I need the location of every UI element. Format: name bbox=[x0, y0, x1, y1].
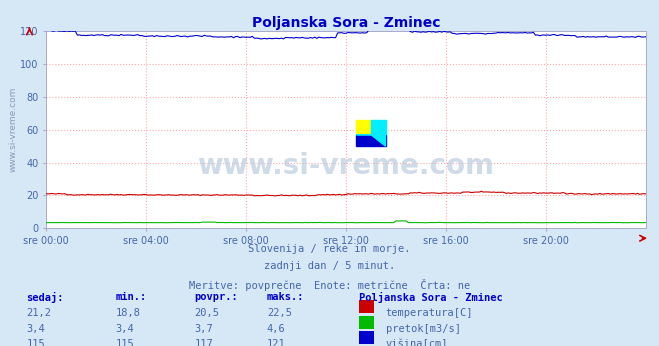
Text: min.:: min.: bbox=[115, 292, 146, 302]
Text: zadnji dan / 5 minut.: zadnji dan / 5 minut. bbox=[264, 261, 395, 271]
Text: višina[cm]: višina[cm] bbox=[386, 339, 448, 346]
Text: 22,5: 22,5 bbox=[267, 308, 292, 318]
Text: www.si-vreme.com: www.si-vreme.com bbox=[198, 152, 494, 180]
Text: 117: 117 bbox=[194, 339, 213, 346]
Text: Slovenija / reke in morje.: Slovenija / reke in morje. bbox=[248, 244, 411, 254]
Text: Poljanska Sora - Zminec: Poljanska Sora - Zminec bbox=[359, 292, 503, 303]
Text: povpr.:: povpr.: bbox=[194, 292, 238, 302]
Text: temperatura[C]: temperatura[C] bbox=[386, 308, 473, 318]
Title: Poljanska Sora - Zminec: Poljanska Sora - Zminec bbox=[252, 16, 440, 30]
Text: 3,4: 3,4 bbox=[26, 324, 45, 334]
Bar bbox=[357, 120, 371, 135]
Text: 18,8: 18,8 bbox=[115, 308, 140, 318]
Text: sedaj:: sedaj: bbox=[26, 292, 64, 303]
Text: 21,2: 21,2 bbox=[26, 308, 51, 318]
Text: 3,4: 3,4 bbox=[115, 324, 134, 334]
Bar bbox=[357, 135, 386, 146]
Text: 121: 121 bbox=[267, 339, 285, 346]
Bar bbox=[371, 120, 386, 135]
Text: 3,7: 3,7 bbox=[194, 324, 213, 334]
Text: maks.:: maks.: bbox=[267, 292, 304, 302]
Text: 115: 115 bbox=[115, 339, 134, 346]
Text: 115: 115 bbox=[26, 339, 45, 346]
Text: Meritve: povprečne  Enote: metrične  Črta: ne: Meritve: povprečne Enote: metrične Črta:… bbox=[189, 279, 470, 291]
Text: 4,6: 4,6 bbox=[267, 324, 285, 334]
Polygon shape bbox=[357, 135, 386, 146]
Text: 20,5: 20,5 bbox=[194, 308, 219, 318]
Y-axis label: www.si-vreme.com: www.si-vreme.com bbox=[8, 87, 17, 172]
Text: pretok[m3/s]: pretok[m3/s] bbox=[386, 324, 461, 334]
